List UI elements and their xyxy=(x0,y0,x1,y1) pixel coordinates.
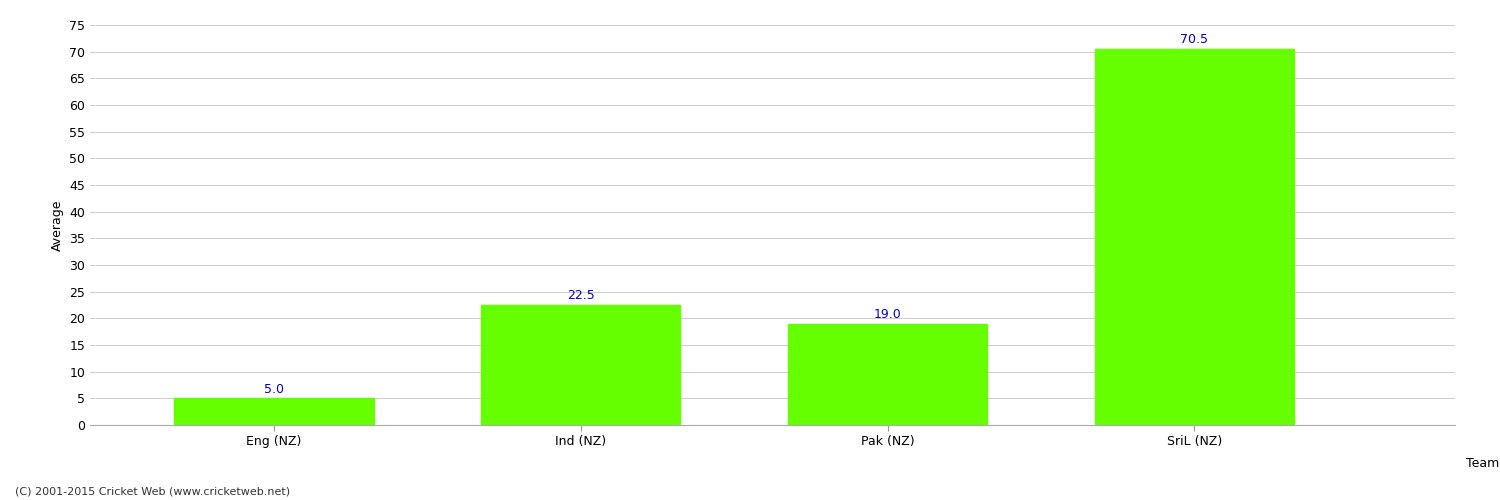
Bar xyxy=(482,305,681,425)
Bar xyxy=(788,324,987,425)
Text: (C) 2001-2015 Cricket Web (www.cricketweb.net): (C) 2001-2015 Cricket Web (www.cricketwe… xyxy=(15,487,290,497)
Text: 70.5: 70.5 xyxy=(1180,34,1209,46)
Bar xyxy=(174,398,374,425)
Text: 22.5: 22.5 xyxy=(567,290,594,302)
X-axis label: Team: Team xyxy=(1466,457,1498,470)
Bar xyxy=(1095,49,1294,425)
Text: 5.0: 5.0 xyxy=(264,382,284,396)
Y-axis label: Average: Average xyxy=(51,199,63,251)
Text: 19.0: 19.0 xyxy=(873,308,901,321)
